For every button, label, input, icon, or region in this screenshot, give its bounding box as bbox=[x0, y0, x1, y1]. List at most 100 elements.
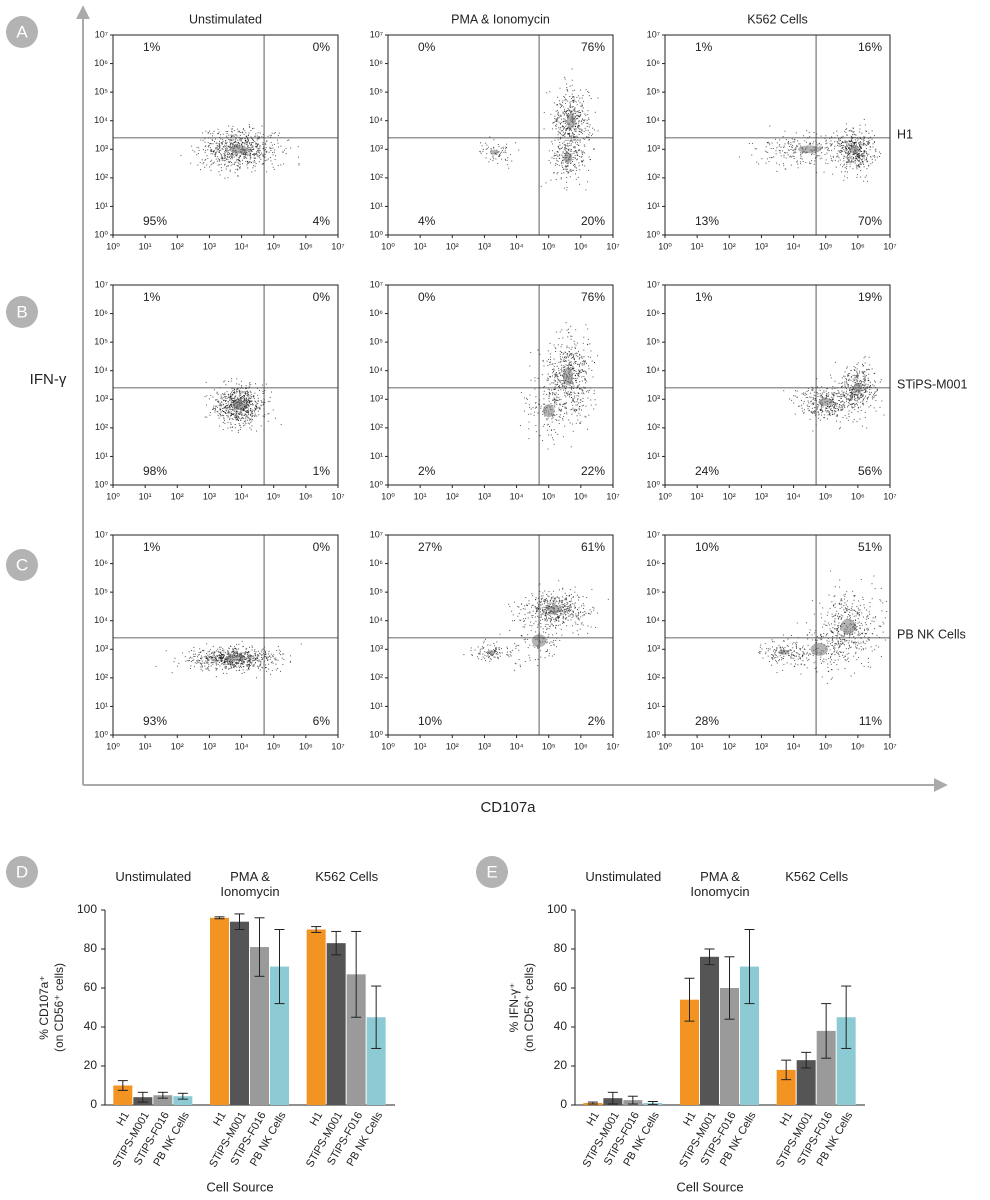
event-dot bbox=[251, 128, 253, 130]
event-dot bbox=[209, 147, 211, 149]
event-dot bbox=[858, 151, 860, 153]
event-dot bbox=[580, 150, 582, 152]
event-dot bbox=[571, 139, 573, 141]
event-dot bbox=[230, 136, 232, 138]
event-dot bbox=[224, 392, 226, 394]
event-dot bbox=[567, 107, 569, 109]
event-dot bbox=[235, 409, 237, 411]
event-dot bbox=[234, 153, 236, 155]
event-dot bbox=[864, 385, 866, 387]
event-dot bbox=[236, 644, 238, 646]
event-dot bbox=[850, 399, 852, 401]
event-dot bbox=[237, 175, 239, 177]
event-dot bbox=[213, 661, 215, 663]
event-dot bbox=[785, 168, 787, 170]
event-dot bbox=[872, 397, 874, 399]
event-dot bbox=[222, 146, 224, 148]
event-dot bbox=[554, 164, 556, 166]
event-dot bbox=[562, 379, 564, 381]
event-dot bbox=[559, 414, 561, 416]
event-dot bbox=[862, 398, 864, 400]
event-dot bbox=[259, 150, 261, 152]
event-dot bbox=[573, 112, 575, 114]
event-dot bbox=[841, 407, 843, 409]
event-dot bbox=[227, 145, 229, 147]
event-dot bbox=[530, 379, 532, 381]
event-dot bbox=[228, 393, 230, 395]
event-dot bbox=[250, 148, 252, 150]
event-dot bbox=[863, 388, 865, 390]
event-dot bbox=[190, 162, 192, 164]
event-dot bbox=[251, 418, 253, 420]
event-dot bbox=[239, 392, 241, 394]
event-dot bbox=[246, 151, 248, 153]
event-dot bbox=[854, 405, 856, 407]
event-dot bbox=[213, 389, 215, 391]
event-dot bbox=[758, 163, 760, 165]
event-dot bbox=[825, 397, 827, 399]
event-dot bbox=[862, 155, 864, 157]
event-dot bbox=[263, 403, 265, 405]
event-dot bbox=[848, 375, 850, 377]
event-dot bbox=[247, 147, 249, 149]
event-dot bbox=[832, 393, 834, 395]
event-dot bbox=[260, 154, 262, 156]
event-dot bbox=[585, 89, 587, 91]
event-dot bbox=[264, 153, 266, 155]
event-dot bbox=[565, 129, 567, 131]
event-dot bbox=[566, 181, 568, 183]
event-dot bbox=[816, 392, 818, 394]
event-dot bbox=[571, 382, 573, 384]
event-dot bbox=[546, 379, 548, 381]
event-dot bbox=[855, 397, 857, 399]
event-dot bbox=[246, 398, 248, 400]
event-dot bbox=[578, 95, 580, 97]
event-dot bbox=[843, 394, 845, 396]
event-dot bbox=[547, 448, 549, 450]
event-dot bbox=[553, 158, 555, 160]
event-dot bbox=[228, 405, 230, 407]
event-dot bbox=[585, 373, 587, 375]
event-dot bbox=[246, 416, 248, 418]
event-dot bbox=[864, 159, 866, 161]
event-dot bbox=[862, 389, 864, 391]
event-dot bbox=[580, 357, 582, 359]
event-dot bbox=[229, 395, 231, 397]
event-dot bbox=[846, 142, 848, 144]
y-tick-label: 10⁴ bbox=[94, 115, 108, 125]
event-dot bbox=[821, 392, 823, 394]
event-dot bbox=[853, 366, 855, 368]
event-dot bbox=[564, 356, 566, 358]
plot-frame bbox=[664, 284, 891, 486]
event-dot bbox=[567, 366, 569, 368]
event-dot bbox=[254, 407, 256, 409]
event-dot bbox=[528, 413, 530, 415]
event-dot bbox=[264, 160, 266, 162]
event-dot bbox=[855, 400, 857, 402]
event-dot bbox=[225, 406, 227, 408]
event-dot bbox=[214, 150, 216, 152]
event-dot bbox=[567, 171, 569, 173]
event-dot bbox=[583, 361, 585, 363]
event-dot bbox=[846, 171, 848, 173]
event-dot bbox=[864, 412, 866, 414]
x-tick-label: 10⁰ bbox=[106, 241, 120, 251]
event-dot bbox=[249, 656, 251, 658]
event-dot bbox=[555, 375, 557, 377]
event-dot bbox=[236, 154, 238, 156]
event-dot bbox=[212, 132, 214, 134]
event-dot bbox=[258, 408, 260, 410]
event-dot bbox=[241, 413, 243, 415]
event-dot bbox=[214, 407, 216, 409]
event-dot bbox=[240, 410, 242, 412]
event-dot bbox=[231, 378, 233, 380]
event-dot bbox=[778, 150, 780, 152]
event-dot bbox=[277, 164, 279, 166]
event-dot bbox=[774, 138, 776, 140]
event-dot bbox=[255, 142, 257, 144]
event-dot bbox=[223, 154, 225, 156]
event-dot bbox=[565, 356, 567, 358]
event-dot bbox=[861, 150, 863, 152]
event-dot bbox=[547, 377, 549, 379]
